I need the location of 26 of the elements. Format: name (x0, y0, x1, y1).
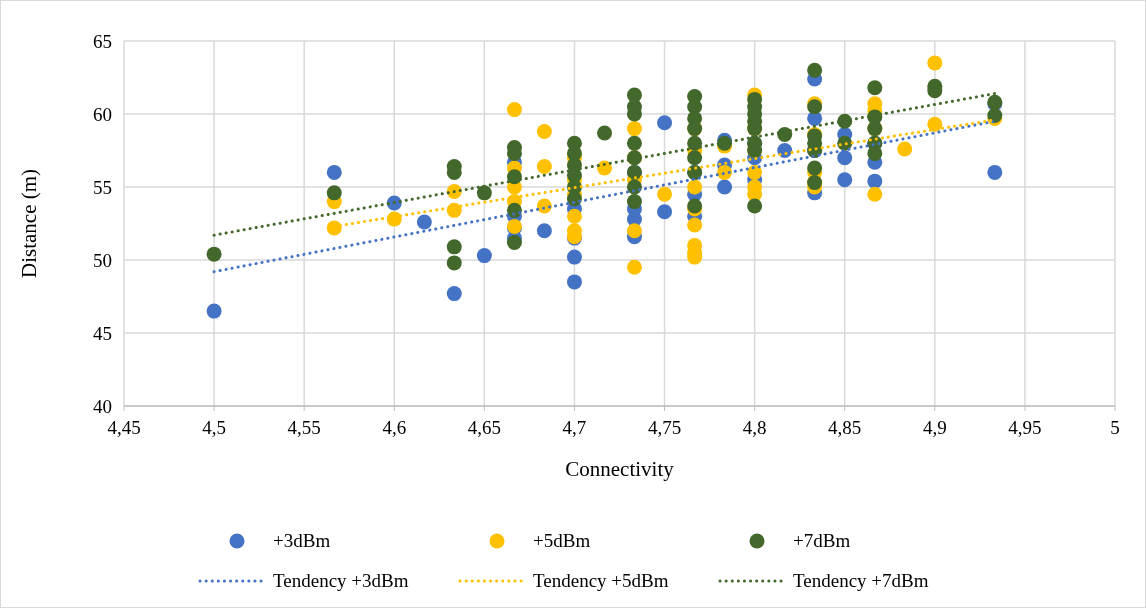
x-tick-label: 5 (1110, 417, 1120, 438)
legend-label: Tendency +7dBm (793, 570, 929, 591)
x-tick-label: 4,45 (107, 417, 141, 438)
y-tick-label: 40 (93, 396, 112, 417)
x-tick-label: 4,95 (1008, 417, 1042, 438)
x-tick-label: 4,75 (647, 417, 682, 438)
x-tick-label: 4,65 (467, 417, 501, 438)
y-tick-label: 60 (93, 104, 112, 125)
x-tick-label: 4,55 (287, 417, 321, 438)
y-tick-label: 55 (93, 177, 112, 198)
legend-label: +5dBm (533, 530, 591, 551)
y-axis-title: Distance (m) (17, 168, 41, 279)
x-tick-label: 4,85 (828, 417, 862, 438)
y-tick-label: 50 (93, 250, 112, 271)
legend-label: Tendency +3dBm (273, 570, 409, 591)
legend-label: +3dBm (273, 530, 331, 551)
legend-label: +7dBm (793, 530, 851, 551)
x-tick-label: 4,7 (562, 417, 587, 438)
x-tick-label: 4,9 (922, 417, 947, 438)
y-tick-label: 45 (93, 323, 112, 344)
legend-label: Tendency +5dBm (533, 570, 669, 591)
x-axis-title: Connectivity (565, 457, 675, 481)
x-tick-label: 4,8 (742, 417, 767, 438)
x-tick-label: 4,6 (382, 417, 407, 438)
y-tick-label: 65 (93, 31, 112, 52)
x-tick-label: 4,5 (202, 417, 226, 438)
